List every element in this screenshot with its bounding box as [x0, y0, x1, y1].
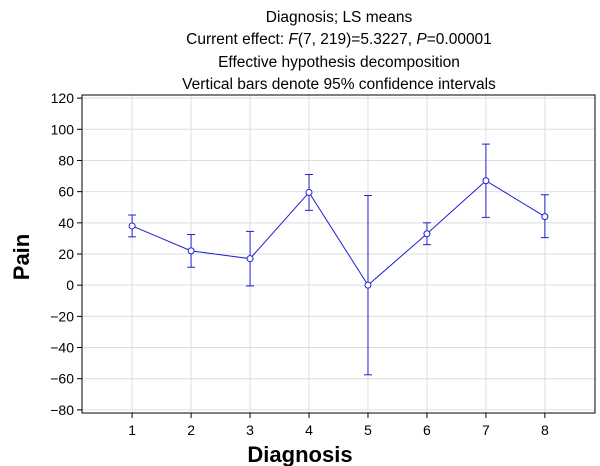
y-axis-label: Pain — [9, 234, 34, 280]
data-point — [128, 222, 136, 230]
x-tick-label: 8 — [541, 422, 549, 438]
series-line — [131, 180, 546, 286]
y-tick-label: 120 — [51, 90, 75, 106]
x-tick-label: 5 — [364, 422, 372, 438]
y-tick-label: 40 — [58, 215, 74, 231]
y-tick-label: −80 — [50, 402, 74, 418]
y-tick-label: −40 — [50, 340, 74, 356]
title-line-1: Diagnosis; LS means — [266, 9, 413, 26]
x-tick-label: 4 — [305, 422, 313, 438]
data-point — [482, 177, 490, 185]
title-p-symbol: P — [416, 31, 427, 48]
series — [128, 143, 549, 376]
title-line-2: Current effect: F(7, 219)=5.3227, P=0.00… — [186, 31, 492, 48]
y-tick-label: −60 — [50, 371, 74, 387]
y-tick-label: 80 — [58, 152, 74, 168]
data-point — [541, 213, 549, 221]
y-tick-label: 100 — [51, 121, 75, 137]
title-f-args: (7, 219)=5.3227, — [298, 31, 417, 48]
y-tick-label: 20 — [58, 246, 74, 262]
data-point — [423, 230, 431, 238]
x-axis-label: Diagnosis — [247, 442, 352, 466]
title-line-4: Vertical bars denote 95% confidence inte… — [182, 76, 496, 93]
title-f-symbol: F — [288, 31, 299, 48]
data-point — [305, 188, 313, 196]
title-effect-prefix: Current effect: — [186, 31, 288, 48]
data-point — [187, 247, 195, 255]
x-axis-ticks: 1 2 3 4 5 6 7 8 — [128, 413, 549, 438]
x-tick-label: 6 — [423, 422, 431, 438]
y-tick-label: 60 — [58, 184, 74, 200]
chart-title: Diagnosis; LS means Current effect: F(7,… — [182, 9, 496, 93]
x-tick-label: 2 — [187, 422, 195, 438]
title-line-3: Effective hypothesis decomposition — [218, 54, 460, 71]
x-tick-label: 7 — [482, 422, 490, 438]
grid — [82, 95, 595, 413]
y-axis-ticks: −80 −60 −40 −20 0 20 40 60 80 100 120 — [50, 90, 82, 418]
y-tick-label: 0 — [66, 277, 74, 293]
data-point — [364, 281, 372, 289]
data-point — [246, 255, 254, 263]
title-p-value: =0.00001 — [427, 31, 492, 48]
x-tick-label: 1 — [128, 422, 136, 438]
y-tick-label: −20 — [50, 308, 74, 324]
x-tick-label: 3 — [246, 422, 254, 438]
